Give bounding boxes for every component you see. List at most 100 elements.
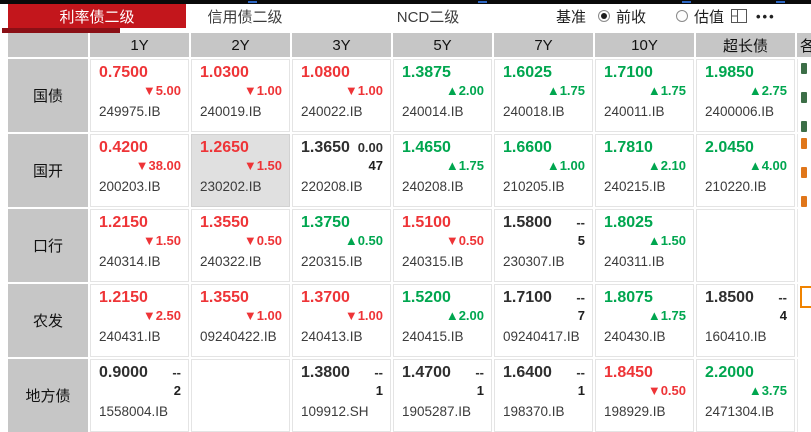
quote-cell[interactable]: 0.7500 ▼5.00 249975.IB <box>90 59 189 132</box>
quote-cell[interactable]: 1.6400 -- 1 198370.IB <box>494 359 593 432</box>
price-line: 1.2150 <box>99 288 181 308</box>
quote-cell[interactable]: 1.3650 0.00 47 220208.IB <box>292 134 391 207</box>
quote-cell[interactable]: 1.8025 ▲1.50 240311.IB <box>595 209 694 282</box>
bond-code: 210205.IB <box>503 179 565 194</box>
change: ▲1.50 <box>647 233 686 248</box>
change: ▲0.50 <box>344 233 383 248</box>
quote-cell[interactable]: 1.3750 ▲0.50 220315.IB <box>292 209 391 282</box>
change: ▼38.00 <box>135 158 181 173</box>
bond-code: 200203.IB <box>99 179 161 194</box>
price: 1.7810 <box>604 139 653 156</box>
quote-cell[interactable]: 1.7810 ▲2.10 240215.IB <box>595 134 694 207</box>
change-line: ▲1.75 <box>604 308 686 324</box>
quote-cell[interactable]: 1.6600 ▲1.00 210205.IB <box>494 134 593 207</box>
quote-cell[interactable]: 1.5200 ▲2.00 240415.IB <box>393 284 492 357</box>
right-panel-fragment <box>801 138 807 149</box>
quote-cell[interactable] <box>191 359 290 432</box>
change-line: ▼1.50 <box>200 158 282 174</box>
bond-code: 240413.IB <box>301 329 363 344</box>
change: ▼1.50 <box>142 233 181 248</box>
quote-cell[interactable]: 1.3700 ▼1.00 240413.IB <box>292 284 391 357</box>
tab-credit-secondary[interactable]: 信用债二级 <box>207 8 283 26</box>
quote-cell[interactable]: 0.4200 ▼38.00 200203.IB <box>90 134 189 207</box>
price-line: 1.0800 <box>301 63 383 83</box>
change-line: ▼5.00 <box>99 83 181 99</box>
trade-count: 1 <box>476 383 484 398</box>
active-tab-underline <box>2 28 120 33</box>
trade-count: 5 <box>577 233 585 248</box>
quote-cell[interactable]: 1.4650 ▲1.75 240208.IB <box>393 134 492 207</box>
change-line: ▼1.50 <box>99 233 181 249</box>
bond-code: 198370.IB <box>503 404 565 419</box>
quote-cell[interactable]: 0.9000 -- 2 1558004.IB <box>90 359 189 432</box>
quote-cell[interactable]: 1.5100 ▼0.50 240315.IB <box>393 209 492 282</box>
right-panel-highlight-cell <box>800 286 811 308</box>
quote-cell[interactable]: 1.0800 ▼1.00 240022.IB <box>292 59 391 132</box>
price-line: 1.8025 <box>604 213 686 233</box>
quote-cell[interactable]: 1.6025 ▲1.75 240018.IB <box>494 59 593 132</box>
price-line: 1.2150 <box>99 213 181 233</box>
change-line: 7 <box>503 308 585 324</box>
quote-cell[interactable]: 1.8450 ▼0.50 198929.IB <box>595 359 694 432</box>
radio-valuation[interactable]: 估值 <box>676 6 724 27</box>
quote-cell[interactable]: 1.0300 ▼1.00 240019.IB <box>191 59 290 132</box>
layout-panes-icon[interactable] <box>731 9 747 23</box>
right-panel-partial <box>797 134 811 207</box>
column-header: 7Y <box>494 33 593 57</box>
quote-cell[interactable]: 1.3550 ▼1.00 09240422.IB <box>191 284 290 357</box>
radio-prev-close[interactable]: 前收 <box>598 6 646 27</box>
quote-cell[interactable]: 1.3800 -- 1 109912.SH <box>292 359 391 432</box>
tab-ncd-secondary[interactable]: NCD二级 <box>396 8 460 26</box>
change: ▼5.00 <box>142 83 181 98</box>
bond-code: 240018.IB <box>503 104 565 119</box>
price-line: 1.3800 -- <box>301 363 383 383</box>
change: ▼0.50 <box>445 233 484 248</box>
right-panel-fragment <box>801 167 807 178</box>
price-line: 1.6025 <box>503 63 585 83</box>
change-line: 5 <box>503 233 585 249</box>
bond-code: 240430.IB <box>604 329 666 344</box>
quote-cell[interactable]: 1.2650 ▼1.50 230202.IB <box>191 134 290 207</box>
more-menu-button[interactable]: ••• <box>756 8 776 24</box>
change-line: 2 <box>99 383 181 399</box>
quote-cell[interactable]: 2.2000 ▲3.75 2471304.IB <box>696 359 795 432</box>
quote-cell[interactable]: 1.9850 ▲2.75 2400006.IB <box>696 59 795 132</box>
price-line: 1.2650 <box>200 138 282 158</box>
bond-code: 09240417.IB <box>503 329 580 344</box>
row-label: 地方债 <box>8 359 88 432</box>
price: 1.3800 <box>301 364 350 381</box>
quote-cell[interactable]: 1.5800 -- 5 230307.IB <box>494 209 593 282</box>
quote-cell[interactable]: 1.8075 ▲1.75 240430.IB <box>595 284 694 357</box>
quote-cell[interactable]: 1.3875 ▲2.00 240014.IB <box>393 59 492 132</box>
price: 1.3550 <box>200 289 249 306</box>
price: 0.4200 <box>99 139 148 156</box>
flat-change: 0.00 <box>357 140 383 155</box>
quote-cell[interactable]: 1.2150 ▼2.50 240431.IB <box>90 284 189 357</box>
quote-cell[interactable]: 1.7100 -- 7 09240417.IB <box>494 284 593 357</box>
price-line: 1.4700 -- <box>402 363 484 383</box>
quote-cell[interactable]: 1.3550 ▼0.50 240322.IB <box>191 209 290 282</box>
price-line: 1.8075 <box>604 288 686 308</box>
quote-cell[interactable]: 1.4700 -- 1 1905287.IB <box>393 359 492 432</box>
change: ▲2.00 <box>445 83 484 98</box>
window-top-strip <box>0 0 811 4</box>
quote-cell[interactable]: 1.2150 ▼1.50 240314.IB <box>90 209 189 282</box>
price-line: 2.0450 <box>705 138 787 158</box>
price: 1.5800 <box>503 214 552 231</box>
change-line: ▼1.00 <box>301 308 383 324</box>
price: 1.8450 <box>604 364 653 381</box>
bond-code: 240011.IB <box>604 104 665 119</box>
quote-cell[interactable]: 1.7100 ▲1.75 240011.IB <box>595 59 694 132</box>
radio-prev-close-label: 前收 <box>616 8 647 26</box>
quote-cell[interactable]: 2.0450 ▲4.00 210220.IB <box>696 134 795 207</box>
bond-code: 240208.IB <box>402 179 464 194</box>
change-line: ▲1.75 <box>604 83 686 99</box>
price-line: 1.3750 <box>301 213 383 233</box>
quote-cell[interactable]: 1.8500 -- 4 160410.IB <box>696 284 795 357</box>
tab-rates-secondary[interactable]: 利率债二级 <box>8 4 186 28</box>
right-panel-fragment <box>801 92 807 103</box>
change-line: ▼38.00 <box>99 158 181 174</box>
price: 1.4700 <box>402 364 451 381</box>
bond-code: 109912.SH <box>301 404 369 419</box>
quote-cell[interactable] <box>696 209 795 282</box>
